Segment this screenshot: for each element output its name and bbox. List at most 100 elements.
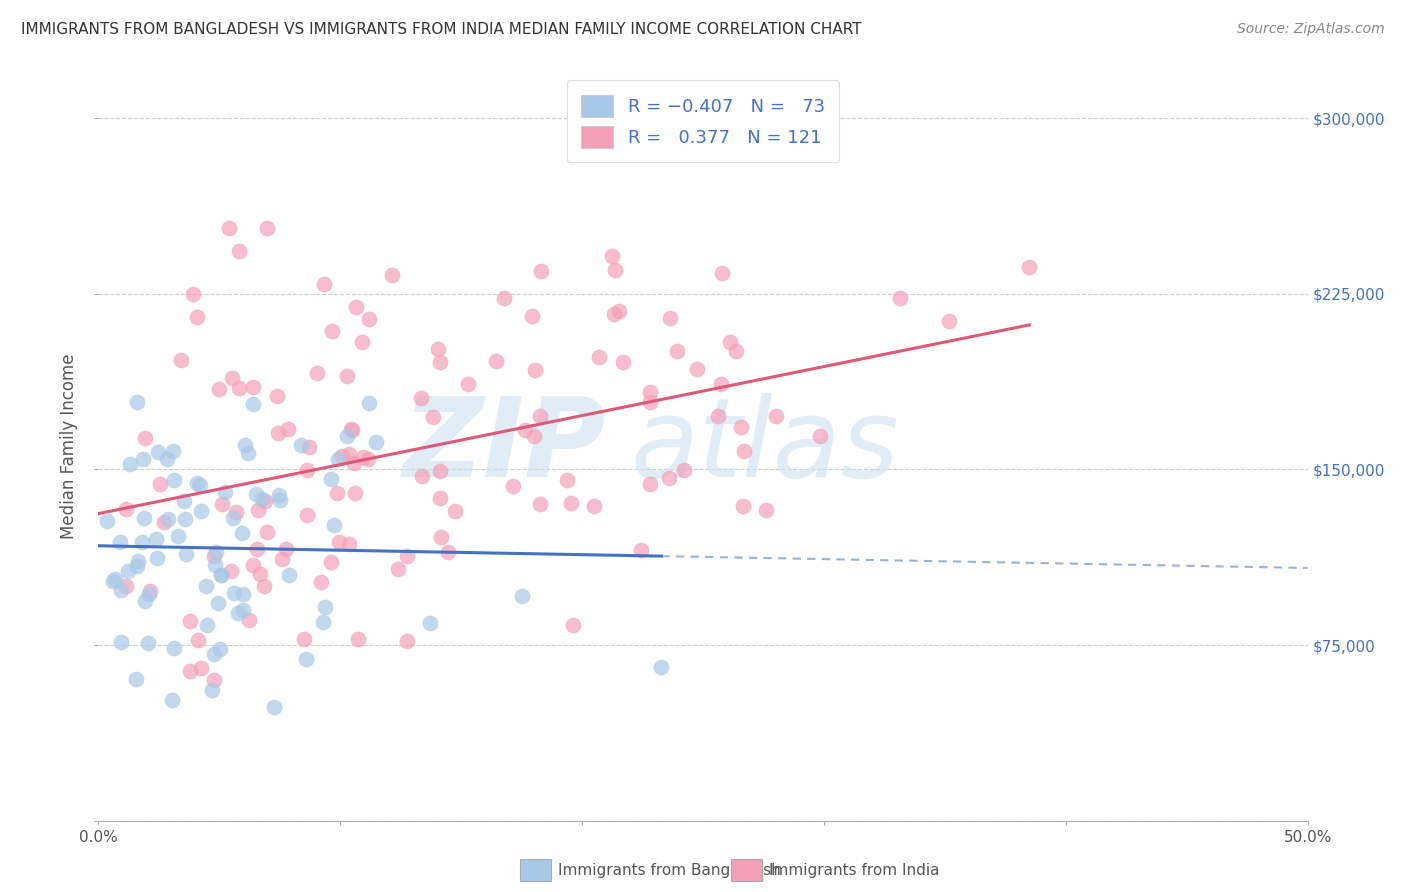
Point (529, 497, 551, 511)
Point (202, 673, 225, 688)
Point (666, 343, 689, 358)
Point (588, 350, 610, 364)
Point (523, 429, 546, 443)
Point (207, 596, 229, 610)
Point (238, 445, 260, 459)
Point (638, 477, 661, 491)
Point (221, 370, 243, 384)
Point (323, 518, 346, 533)
Point (938, 314, 960, 328)
Point (138, 586, 160, 600)
Point (523, 363, 546, 377)
Point (195, 579, 218, 593)
Point (250, 492, 273, 507)
Point (160, 692, 183, 706)
Point (146, 550, 169, 565)
Point (730, 420, 752, 434)
Point (263, 700, 285, 714)
Point (650, 660, 672, 674)
Point (238, 614, 260, 628)
Point (253, 579, 276, 593)
Point (118, 458, 141, 472)
Point (96, 514, 118, 528)
Point (174, 547, 197, 561)
Text: atlas: atlas (630, 392, 898, 500)
Point (190, 661, 212, 675)
Point (136, 636, 159, 650)
Point (114, 501, 136, 516)
Point (271, 552, 294, 566)
Point (457, 377, 479, 392)
Point (387, 562, 409, 576)
Point (269, 493, 291, 508)
Point (186, 475, 208, 490)
Point (162, 444, 184, 458)
Point (253, 494, 276, 508)
Point (330, 449, 353, 463)
Point (659, 310, 682, 325)
Point (232, 586, 254, 600)
Point (603, 263, 626, 277)
Point (221, 510, 243, 524)
Point (337, 447, 360, 461)
Point (492, 291, 515, 305)
Point (710, 377, 733, 392)
Point (808, 429, 831, 443)
Point (555, 473, 578, 487)
Point (292, 632, 315, 647)
Point (233, 437, 256, 451)
Point (560, 496, 582, 510)
Point (145, 532, 167, 546)
Point (630, 543, 652, 558)
Point (343, 486, 366, 500)
Point (314, 277, 336, 291)
Point (138, 584, 160, 599)
Y-axis label: Median Family Income: Median Family Income (60, 353, 79, 539)
Point (209, 641, 232, 656)
Point (232, 602, 254, 616)
Point (197, 618, 219, 632)
Point (612, 354, 634, 368)
Point (242, 558, 264, 572)
Point (339, 422, 361, 436)
Point (156, 452, 179, 467)
Point (344, 301, 367, 315)
Point (600, 249, 623, 263)
Point (149, 476, 172, 491)
Point (889, 291, 911, 305)
Point (166, 528, 188, 542)
Point (190, 504, 212, 518)
Point (707, 409, 730, 423)
Point (582, 499, 605, 513)
Point (225, 505, 247, 519)
Point (101, 574, 124, 588)
Point (356, 452, 378, 467)
Point (208, 383, 231, 397)
Point (104, 572, 127, 586)
Point (395, 549, 418, 563)
Point (157, 512, 180, 526)
Text: IMMIGRANTS FROM BANGLADESH VS IMMIGRANTS FROM INDIA MEDIAN FAMILY INCOME CORRELA: IMMIGRANTS FROM BANGLADESH VS IMMIGRANTS… (21, 22, 862, 37)
Point (725, 343, 748, 358)
Text: Immigrants from Bangladesh: Immigrants from Bangladesh (558, 863, 780, 878)
Point (502, 479, 524, 493)
Point (411, 469, 433, 483)
Point (733, 443, 755, 458)
Point (409, 391, 432, 405)
Point (242, 397, 264, 411)
Point (346, 632, 368, 647)
Point (277, 422, 299, 436)
Point (339, 537, 361, 551)
Point (295, 508, 318, 522)
Point (529, 409, 551, 423)
Point (209, 568, 232, 582)
Point (269, 488, 291, 502)
Point (710, 266, 733, 280)
Point (186, 310, 208, 324)
Point (638, 395, 661, 409)
Point (214, 484, 236, 499)
Point (231, 526, 253, 541)
Point (357, 311, 380, 326)
Point (162, 640, 184, 655)
Point (228, 244, 250, 259)
